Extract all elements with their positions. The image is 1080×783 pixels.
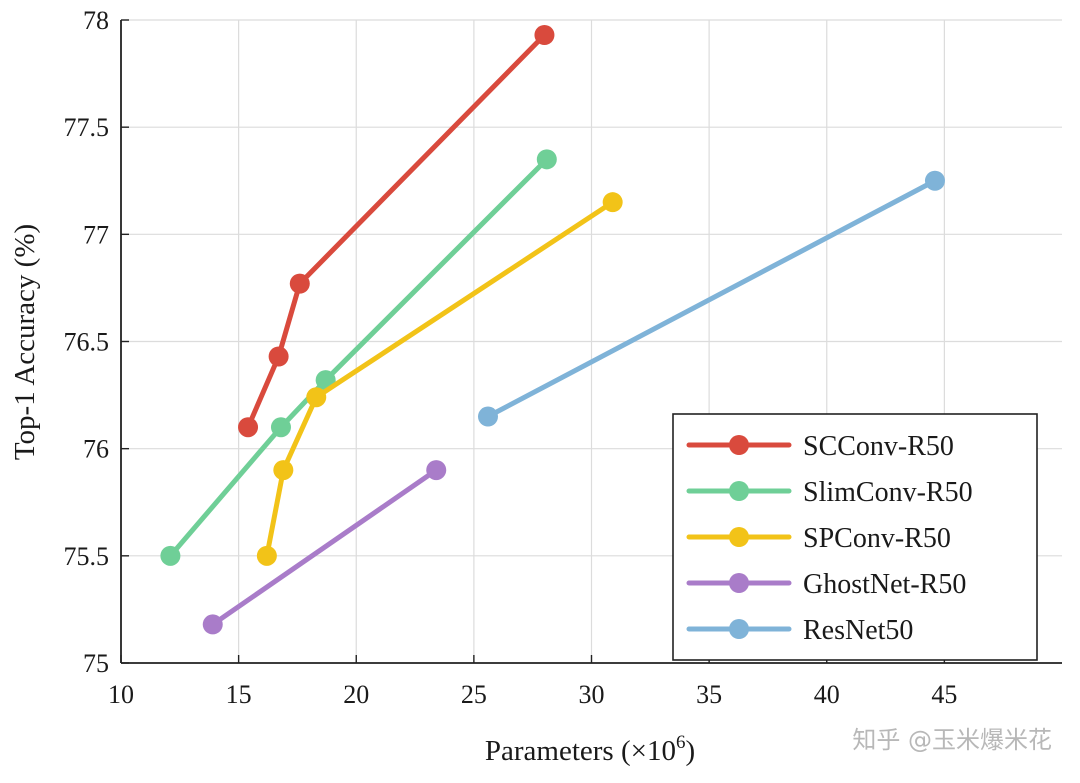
- data-point: [602, 192, 623, 213]
- legend-item: ResNet50: [686, 615, 913, 646]
- data-point: [924, 170, 945, 191]
- legend-item: SPConv-R50: [686, 523, 951, 554]
- x-tick-label: 35: [696, 680, 722, 709]
- data-point: [202, 614, 223, 635]
- y-tick-label: 78: [83, 6, 109, 35]
- x-tick-label: 45: [931, 680, 957, 709]
- legend-item: SlimConv-R50: [686, 477, 973, 508]
- x-tick-label: 20: [343, 680, 369, 709]
- series-scconv-r50: [238, 25, 555, 438]
- watermark-text: 知乎 @玉米爆米花: [852, 726, 1052, 754]
- y-axis-label: Top-1 Accuracy (%): [9, 224, 41, 460]
- data-point: [534, 25, 555, 46]
- series-spconv-r50: [256, 192, 623, 566]
- data-point: [256, 545, 277, 566]
- y-tick-label: 76: [83, 435, 109, 464]
- series-line: [245, 32, 547, 430]
- data-point: [238, 417, 259, 438]
- y-tick-label: 76.5: [64, 328, 110, 357]
- y-tick-label: 75.5: [64, 542, 110, 571]
- x-tick-label: 10: [108, 680, 134, 709]
- data-point: [426, 460, 447, 481]
- legend: SCConv-R50 SlimConv-R50 SPConv-R50 GhostNet…: [672, 413, 1038, 661]
- y-tick-label: 77: [83, 220, 109, 249]
- data-point: [273, 460, 294, 481]
- legend-swatch-marker: [729, 619, 749, 639]
- legend-swatch-marker: [729, 527, 749, 547]
- legend-swatch-marker: [729, 573, 749, 593]
- data-point: [289, 273, 310, 294]
- series-line: [167, 156, 550, 559]
- x-tick-label: 15: [226, 680, 252, 709]
- series-line: [264, 199, 616, 559]
- y-tick-label: 75: [83, 649, 109, 678]
- legend-swatch-marker: [729, 481, 749, 501]
- series-layer: [160, 25, 945, 635]
- data-point: [160, 545, 181, 566]
- data-point: [477, 406, 498, 427]
- series-slimconv-r50: [160, 149, 557, 566]
- series-ghostnet-r50: [202, 460, 447, 635]
- legend-swatch-marker: [729, 435, 749, 455]
- data-point: [536, 149, 557, 170]
- series-line: [210, 467, 439, 627]
- data-point: [268, 346, 289, 367]
- axes: 10 15 20 25 30 35 40 45 75 75.5 76 76.5 77 77.5 78: [64, 6, 1062, 709]
- series-resnet50: [477, 170, 945, 427]
- legend-label: ResNet50: [803, 615, 913, 646]
- y-tick-label: 77.5: [64, 113, 110, 142]
- legend-label: SCConv-R50: [803, 431, 954, 462]
- legend-label: SPConv-R50: [803, 523, 951, 554]
- x-axis-label: Parameters (×106): [485, 732, 695, 767]
- x-tick-label: 40: [814, 680, 840, 709]
- legend-item: GhostNet-R50: [686, 569, 966, 600]
- grid: [120, 19, 1062, 664]
- x-tick-label: 30: [579, 680, 605, 709]
- legend-item: SCConv-R50: [686, 431, 954, 462]
- data-point: [306, 387, 327, 408]
- series-line: [485, 178, 938, 420]
- x-tick-label: 25: [461, 680, 487, 709]
- data-point: [270, 417, 291, 438]
- legend-label: GhostNet-R50: [803, 569, 966, 600]
- legend-label: SlimConv-R50: [803, 477, 973, 508]
